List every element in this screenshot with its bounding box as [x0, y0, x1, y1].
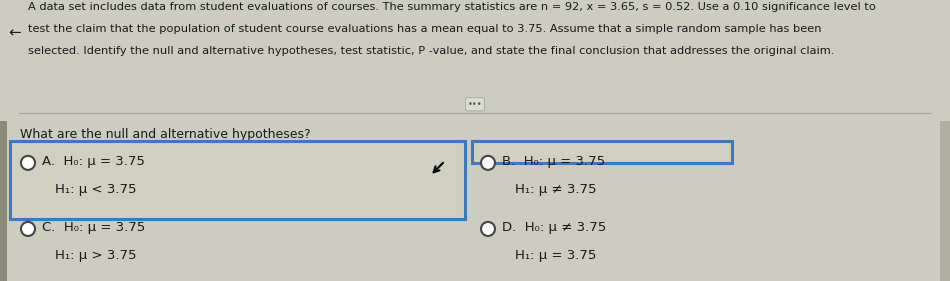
Text: H₁: μ ≠ 3.75: H₁: μ ≠ 3.75 [515, 183, 597, 196]
Bar [940, 121, 950, 281]
Circle shape [21, 156, 35, 170]
Text: •••: ••• [467, 100, 483, 109]
Text: D.  H₀: μ ≠ 3.75: D. H₀: μ ≠ 3.75 [502, 221, 606, 234]
Circle shape [481, 156, 495, 170]
FancyBboxPatch shape [10, 141, 465, 219]
Text: test the claim that the population of student course evaluations has a mean equa: test the claim that the population of st… [28, 24, 822, 34]
Bar [0, 121, 7, 281]
FancyBboxPatch shape [472, 141, 732, 163]
Text: ←: ← [8, 25, 21, 40]
Text: C.  H₀: μ = 3.75: C. H₀: μ = 3.75 [42, 221, 145, 234]
Text: H₁: μ = 3.75: H₁: μ = 3.75 [515, 249, 597, 262]
Text: What are the null and alternative hypotheses?: What are the null and alternative hypoth… [20, 128, 311, 141]
Text: A.  H₀: μ = 3.75: A. H₀: μ = 3.75 [42, 155, 144, 168]
Text: H₁: μ < 3.75: H₁: μ < 3.75 [55, 183, 137, 196]
Circle shape [481, 222, 495, 236]
Text: selected. Identify the null and alternative hypotheses, test statistic, P -value: selected. Identify the null and alternat… [28, 46, 834, 56]
Text: A data set includes data from student evaluations of courses. The summary statis: A data set includes data from student ev… [28, 2, 876, 12]
Circle shape [21, 222, 35, 236]
Text: B.  H₀: μ = 3.75: B. H₀: μ = 3.75 [502, 155, 605, 168]
Text: H₁: μ > 3.75: H₁: μ > 3.75 [55, 249, 137, 262]
